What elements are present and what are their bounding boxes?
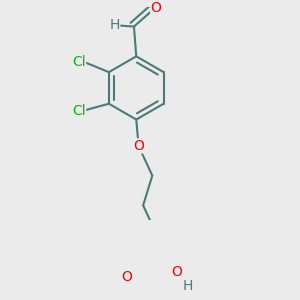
Text: O: O (151, 1, 162, 15)
Text: O: O (121, 270, 132, 284)
Text: O: O (133, 139, 144, 153)
Text: Cl: Cl (72, 103, 86, 118)
Text: O: O (171, 265, 182, 279)
Text: Cl: Cl (72, 55, 86, 69)
Text: H: H (182, 279, 193, 293)
Text: H: H (109, 18, 120, 32)
